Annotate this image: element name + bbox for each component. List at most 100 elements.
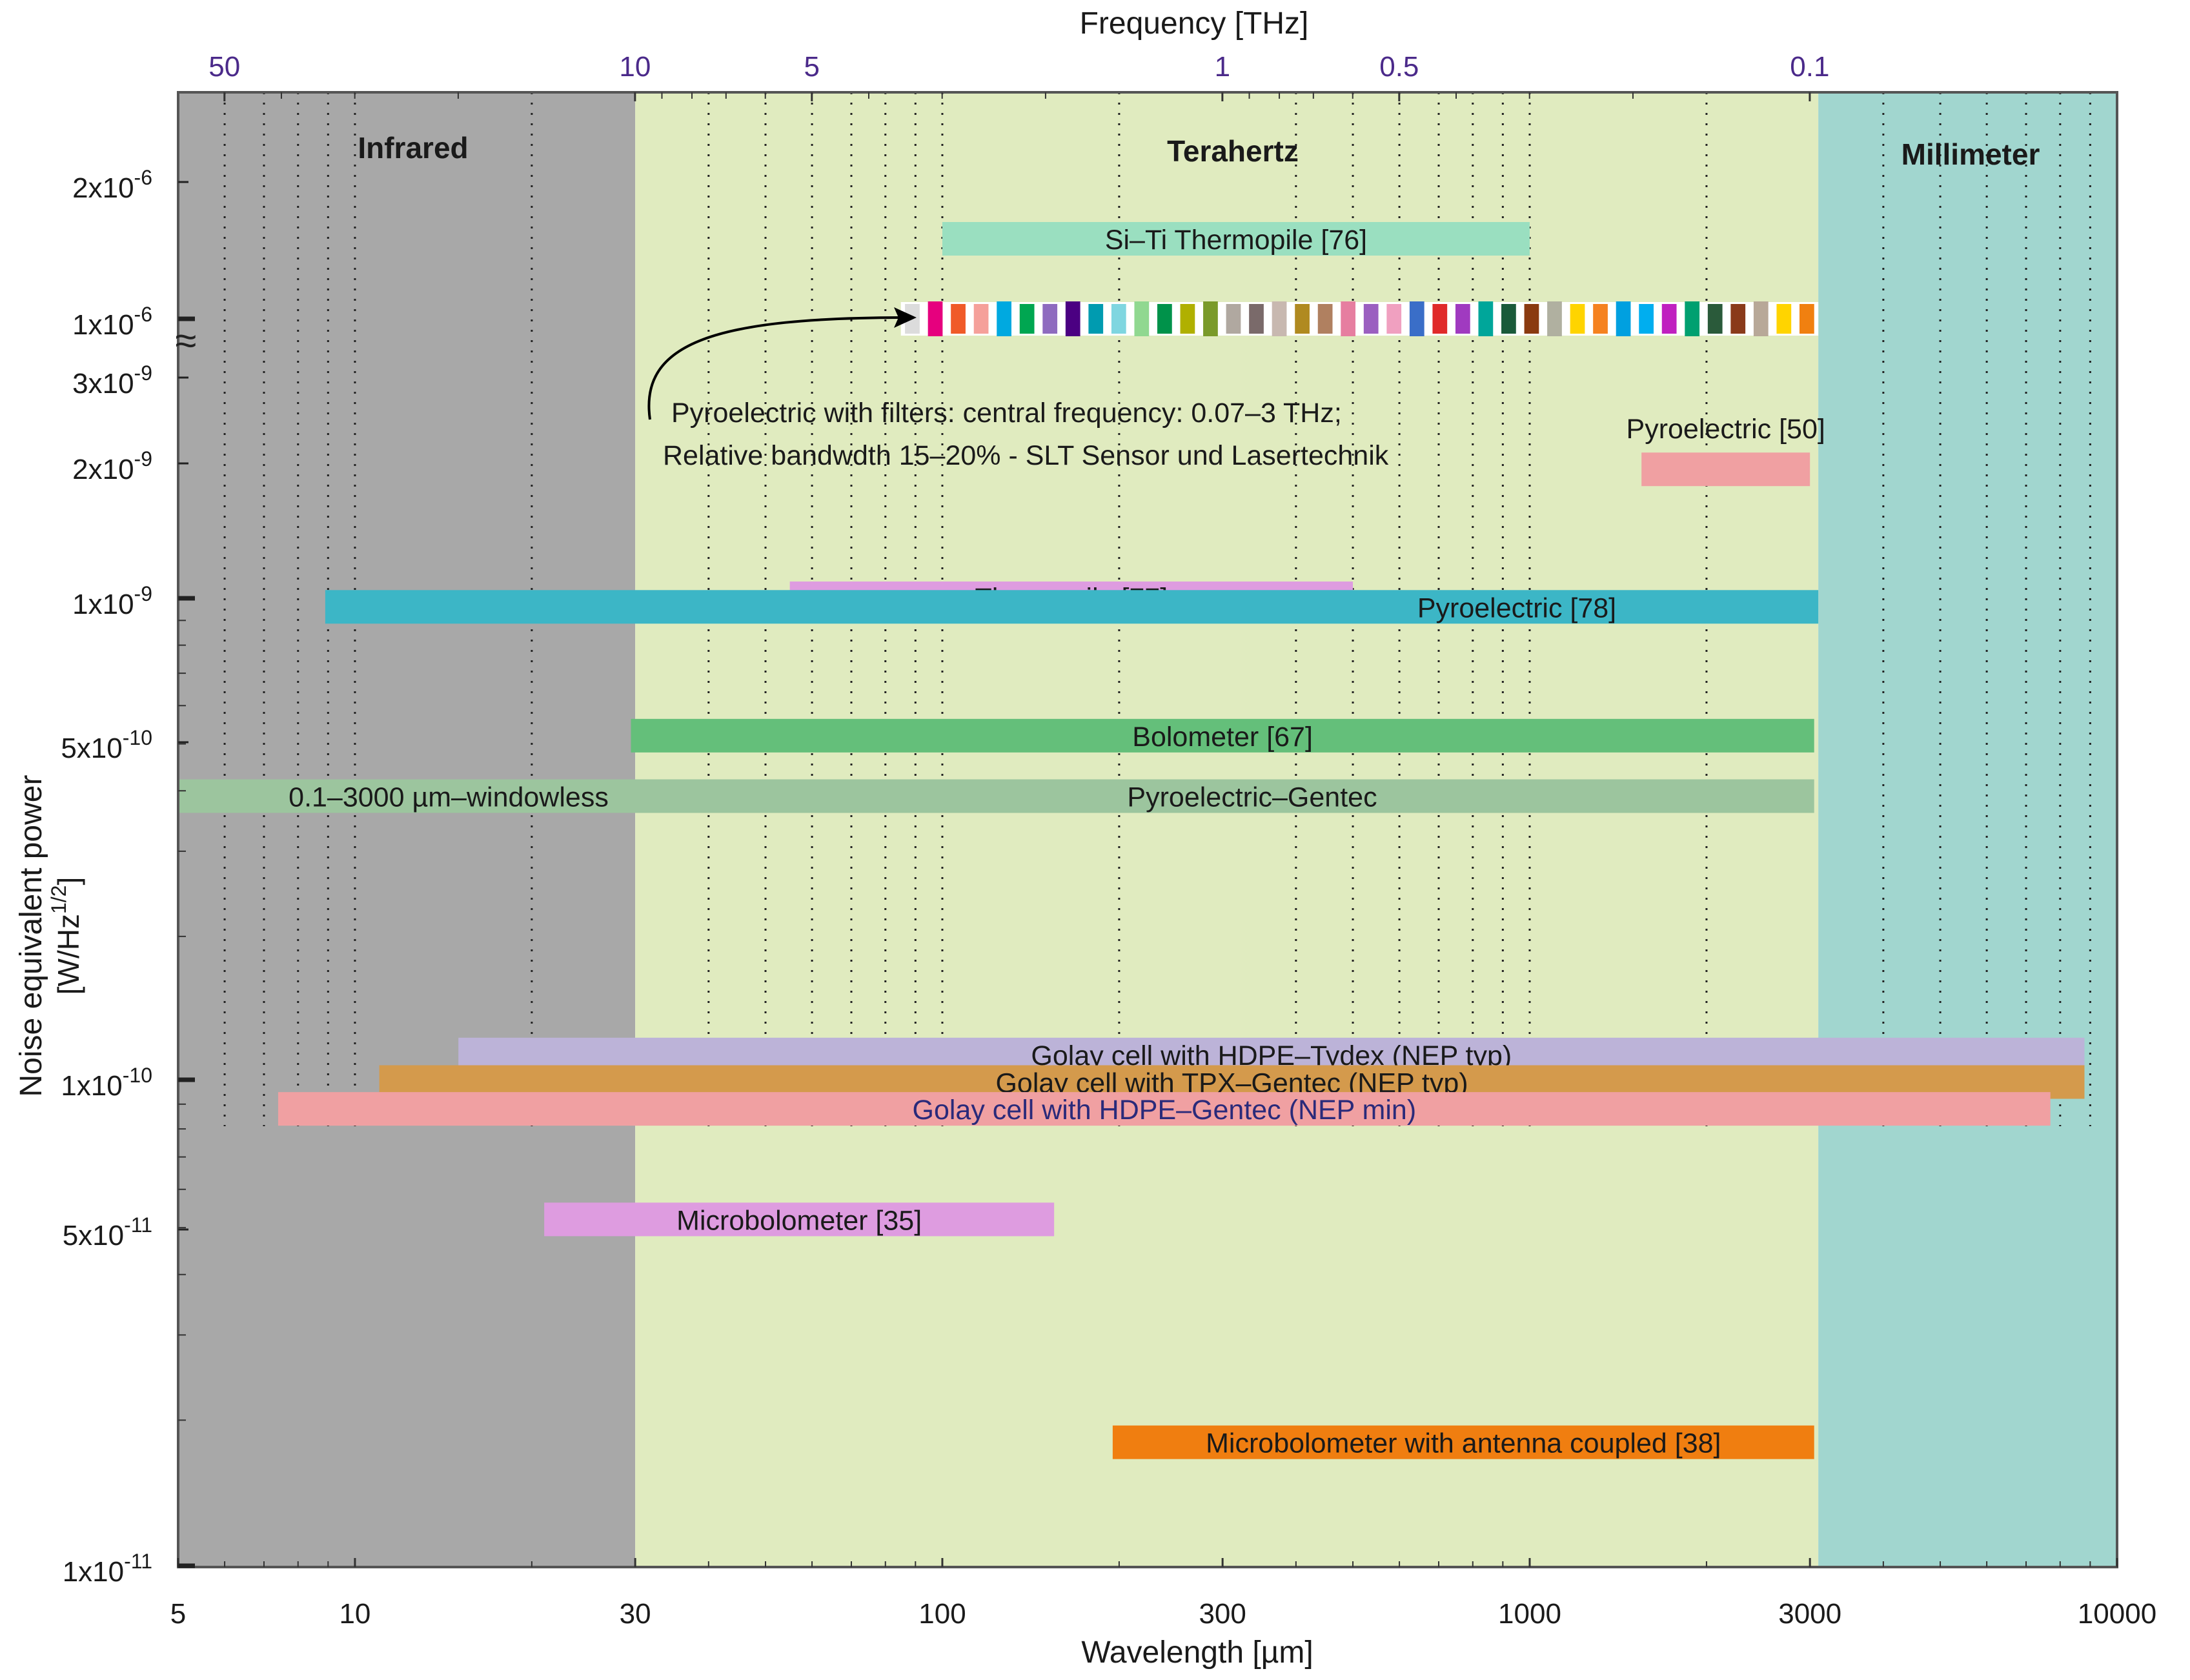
annotation-arrow [647,316,907,420]
plot-border [177,91,2118,1568]
filter-segment-1 [928,301,943,336]
y-tick-label-7: 5x10-11 [63,1213,152,1251]
bar-label-0: Si–Ti Thermopile [76] [1105,225,1367,256]
bar-label-1: Pyroelectric [50] [1627,414,1825,445]
filter-segment-32 [1639,304,1654,334]
filter-segment-14 [1226,304,1241,334]
x-tick-label-1: 10 [339,1598,370,1630]
filter-segment-6 [1042,304,1058,334]
annotation-arrowhead [894,307,917,328]
filter-segment-13 [1203,301,1218,336]
annotation-line-2: Relative bandwdth 15–20% - SLT Sensor un… [663,440,1389,471]
y-tick-label-2: 3x10-9 [72,361,152,400]
filter-segment-27 [1524,304,1539,334]
region-millimeter [1818,92,2117,1567]
filter-segment-17 [1295,304,1310,334]
bar-label-10: Microbolometer with antenna coupled [38] [1206,1428,1721,1459]
top-tick-label-3: 1 [1215,51,1230,83]
filter-segment-21 [1386,304,1402,334]
y-tick-label-5: 5x10-10 [61,726,152,764]
region-terahertz [635,92,1819,1567]
x-tick-label-4: 300 [1199,1598,1246,1630]
x-tick-label-3: 100 [918,1598,966,1630]
y-tick-label-8: 1x10-11 [63,1550,152,1588]
top-tick-label-0: 50 [208,51,240,83]
top-tick-label-4: 0.5 [1379,51,1419,83]
filter-segment-37 [1753,301,1769,336]
filter-segment-39 [1799,304,1814,334]
region-backgrounds [178,92,2117,1567]
region-label-terahertz: Terahertz [1167,134,1299,168]
x-tick-label-2: 30 [620,1598,651,1630]
filter-segment-38 [1776,304,1792,334]
annotation-line-1: Pyroelectric with filters: central frequ… [671,398,1342,429]
filter-segment-28 [1547,301,1562,336]
y-tick-label-0: 2x10-6 [72,166,152,204]
filter-segments [900,301,1819,336]
bar-5 [178,779,1814,813]
filter-segment-31 [1616,301,1631,336]
bar-4 [631,718,1814,753]
bar-label-9: Microbolometer [35] [676,1205,922,1236]
y-tick-label-3: 2x10-9 [72,447,152,485]
bar-9 [544,1202,1055,1237]
y-tick-label-1: 1x10-6 [72,303,152,341]
detector-bars: Si–Ti Thermopile [76]Pyroelectric [50]Th… [178,221,2085,1459]
filter-band [900,302,1819,336]
y-axis-break: ≈ [176,319,197,362]
filter-segment-25 [1478,301,1494,336]
bar-label-3: Pyroelectric [78] [1417,592,1616,623]
chart-labels: Infrared Terahertz Millimeter 50 10 5 1 0.5 0.1 5… [61,51,2156,1630]
filter-segment-35 [1707,304,1723,334]
filter-segment-26 [1501,304,1516,334]
filter-segment-7 [1065,301,1080,336]
bar-8 [278,1092,2051,1126]
y-axis-title: Noise equivalent power [14,775,48,1097]
bar-extra-label-5: 0.1–3000 µm–windowless [289,782,609,813]
region-label-infrared: Infrared [358,131,468,165]
bar-3 [325,590,1819,624]
top-tick-label-2: 5 [804,51,820,83]
filter-segment-15 [1249,304,1264,334]
bar-1 [1641,452,1810,487]
filter-segment-8 [1088,304,1104,334]
y-axis-unit: [W/Hz1/2] [47,877,85,995]
filter-segment-30 [1593,304,1608,334]
filter-segment-2 [951,304,966,334]
bar-10 [1112,1425,1814,1459]
bar-label-8: Golay cell with HDPE–Gentec (NEP min) [913,1095,1417,1126]
region-label-millimeter: Millimeter [1901,137,2040,171]
filter-segment-24 [1455,304,1470,334]
filter-segment-10 [1134,301,1150,336]
filter-segment-4 [997,301,1012,336]
top-axis-title: Frequency [THz] [1080,6,1309,41]
filter-segment-33 [1661,304,1677,334]
filter-segment-16 [1272,301,1287,336]
y-tick-label-6: 1x10-10 [61,1064,152,1102]
filter-segment-12 [1180,304,1195,334]
top-tick-label-5: 0.1 [1790,51,1829,83]
filter-segment-20 [1363,304,1379,334]
x-tick-label-7: 10000 [2078,1598,2156,1630]
bar-label-4: Bolometer [67] [1132,722,1313,753]
filter-segment-9 [1111,304,1126,334]
filter-segment-23 [1432,304,1448,334]
filter-segment-22 [1409,301,1425,336]
bar-0 [942,221,1530,256]
x-tick-label-5: 1000 [1498,1598,1561,1630]
top-tick-label-1: 10 [619,51,651,83]
plot-frame [177,91,2118,1568]
x-axis-title: Wavelength [µm] [1081,1635,1313,1670]
y-tick-label-4: 1x10-9 [72,582,152,620]
x-tick-label-0: 5 [170,1598,186,1630]
filter-segment-3 [973,304,989,334]
filter-segment-11 [1157,304,1172,334]
filter-segment-18 [1317,304,1333,334]
filter-segment-19 [1341,301,1356,336]
filter-segment-29 [1570,304,1585,334]
x-tick-label-6: 3000 [1778,1598,1841,1630]
filter-segment-5 [1019,304,1035,334]
filter-segment-36 [1730,304,1746,334]
bar-label-5: Pyroelectric–Gentec [1127,782,1377,813]
